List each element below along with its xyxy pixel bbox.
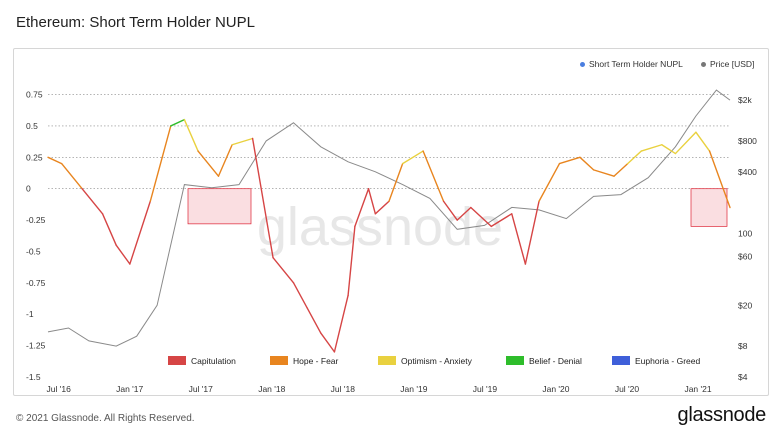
nupl-series-segment <box>627 150 643 165</box>
legend-dot-icon <box>580 61 585 67</box>
y-left-tick-label: -0.25 <box>26 215 46 225</box>
legend-swatch <box>506 356 524 365</box>
nupl-series-segment <box>367 188 377 215</box>
nupl-series-segment <box>292 282 308 309</box>
y-left-tick-label: -1.25 <box>26 341 46 351</box>
y-left-tick-label: -1.5 <box>26 372 41 382</box>
highlight-box <box>187 188 252 225</box>
y-left-tick-label: -1 <box>26 309 34 319</box>
legend-swatch <box>168 356 186 365</box>
nupl-series-segment <box>320 332 336 353</box>
nupl-series-segment <box>197 150 220 177</box>
nupl-series-segment <box>47 156 63 165</box>
nupl-series-segment <box>374 200 390 215</box>
nupl-series-segment <box>81 188 104 215</box>
legend-swatch <box>612 356 630 365</box>
x-tick-label: Jan '21 <box>684 384 711 394</box>
y-right-tick-label: $800 <box>738 136 757 146</box>
x-tick-label: Jan '18 <box>258 384 285 394</box>
nupl-series-segment <box>708 150 731 209</box>
y-left-tick-label: 0.25 <box>26 152 43 162</box>
nupl-series-segment <box>592 169 615 177</box>
nupl-series-segment <box>272 257 295 284</box>
nupl-series-segment <box>183 118 199 152</box>
nupl-series-segment <box>456 206 472 221</box>
legend-swatch <box>378 356 396 365</box>
nupl-series-segment <box>101 213 117 246</box>
legend-label: Belief - Denial <box>529 356 582 366</box>
legend-label: Hope - Fear <box>293 356 339 366</box>
nupl-series-segment <box>251 137 274 259</box>
x-tick-label: Jan '17 <box>116 384 143 394</box>
nupl-series-segment <box>354 188 370 228</box>
nupl-series-segment <box>422 150 445 202</box>
y-right-tick-label: 100 <box>738 229 752 239</box>
nupl-series-segment <box>388 162 404 202</box>
legend-label: Optimism - Anxiety <box>401 356 473 366</box>
x-tick-label: Jul '19 <box>473 384 498 394</box>
x-tick-label: Jul '16 <box>47 384 72 394</box>
legend-item-price[interactable]: Price [USD] <box>701 59 754 69</box>
brand-logo: glassnode <box>677 404 767 426</box>
nupl-series-segment <box>674 131 697 155</box>
nupl-series-segment <box>333 294 349 353</box>
legend-label: Price [USD] <box>710 59 755 69</box>
chart-title: Ethereum: Short Term Holder NUPL <box>16 14 255 31</box>
legend-item-nupl[interactable]: Short Term Holder NUPL <box>580 59 683 69</box>
nupl-series-segment <box>115 244 131 265</box>
y-left-tick-label: 0 <box>26 184 31 194</box>
nupl-series-segment <box>231 137 254 146</box>
nupl-series-segment <box>538 162 561 202</box>
nupl-series-segment <box>613 162 629 177</box>
nupl-series-segment <box>401 150 424 165</box>
watermark-text: glassnode <box>257 197 503 257</box>
legend-label: Euphoria - Greed <box>635 356 700 366</box>
nupl-series-segment <box>442 200 458 221</box>
nupl-series-segment <box>217 144 233 177</box>
legend-swatch <box>270 356 288 365</box>
nupl-series-segment <box>695 131 711 152</box>
nupl-series-segment <box>470 206 492 228</box>
y-left-tick-label: 0.75 <box>26 90 43 100</box>
nupl-series-segment <box>347 225 356 297</box>
chart-frame <box>13 48 769 396</box>
highlight-box <box>690 188 728 227</box>
x-tick-label: Jul '20 <box>615 384 640 394</box>
nupl-series-segment <box>640 144 663 152</box>
nupl-series-segment <box>511 213 527 265</box>
y-left-tick-label: -0.5 <box>26 246 41 256</box>
nupl-series-segment <box>60 162 83 190</box>
nupl-series-segment <box>306 307 322 334</box>
nupl-series-segment <box>129 200 152 265</box>
y-right-tick-label: $60 <box>738 251 752 261</box>
y-left-tick-label: -0.75 <box>26 278 46 288</box>
legend-label: Capitulation <box>191 356 236 366</box>
price-series-line <box>47 89 731 347</box>
nupl-series-segment <box>170 118 186 127</box>
x-tick-label: Jul '18 <box>331 384 356 394</box>
x-tick-label: Jan '20 <box>542 384 569 394</box>
nupl-series-segment <box>149 125 172 202</box>
nupl-series-segment <box>558 156 581 165</box>
legend-label: Short Term Holder NUPL <box>589 59 683 69</box>
nupl-series-segment <box>524 200 540 265</box>
legend-dot-icon <box>701 61 706 67</box>
x-tick-label: Jan '19 <box>400 384 427 394</box>
nupl-series-segment <box>579 156 595 171</box>
y-right-tick-label: $2k <box>738 95 752 105</box>
nupl-series-segment <box>490 213 513 228</box>
y-right-tick-label: $8 <box>738 341 748 351</box>
y-right-tick-label: $4 <box>738 372 748 382</box>
y-left-tick-label: 0.5 <box>26 121 38 131</box>
x-tick-label: Jul '17 <box>189 384 214 394</box>
copyright-text: © 2021 Glassnode. All Rights Reserved. <box>16 413 195 424</box>
y-right-tick-label: $400 <box>738 167 757 177</box>
nupl-series-segment <box>661 144 677 155</box>
y-right-tick-label: $20 <box>738 300 752 310</box>
